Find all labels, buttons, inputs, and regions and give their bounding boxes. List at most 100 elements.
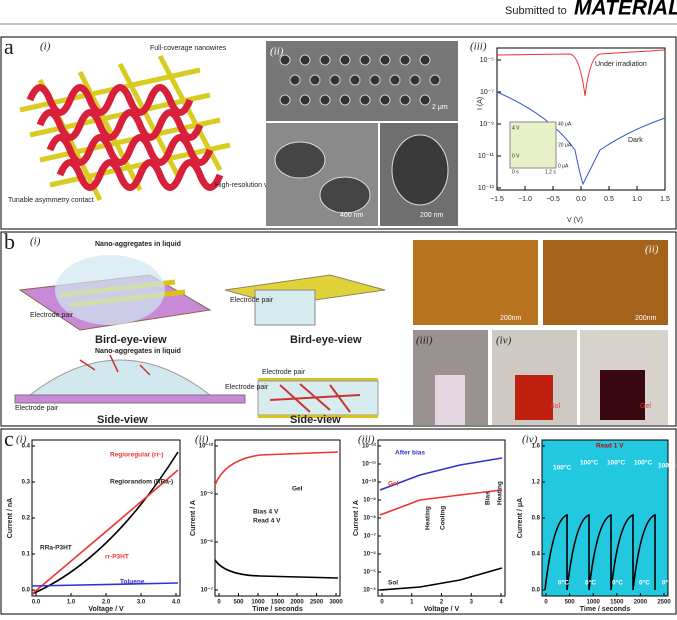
annotation: 100°C	[580, 459, 598, 467]
panel-label: a	[4, 34, 14, 59]
annotation: Cooling	[440, 506, 447, 530]
curve	[214, 559, 339, 579]
x-tick-label: −1.0	[518, 196, 532, 203]
x-tick-label: 1000	[587, 600, 601, 606]
annotation: Nano-aggregates in liquid	[95, 348, 181, 355]
y-tick-label: 10⁻⁴	[363, 588, 376, 594]
y-tick-label: 0.4	[532, 552, 541, 558]
annotation: 0°C	[662, 579, 673, 587]
x-tick-label: 2500	[310, 600, 324, 606]
x-tick-label: 2000	[634, 600, 648, 606]
y-tick-label: 10⁻⁷	[201, 588, 214, 594]
y-tick-label: 1.2	[532, 480, 541, 486]
annotation: 0°C	[585, 579, 596, 587]
y-tick-label: 0.1	[22, 552, 31, 558]
scale-bar: 2 μm	[432, 104, 448, 111]
annotation: After bias	[395, 450, 425, 457]
annotation: Read 4 V	[253, 518, 281, 525]
axis-label: Current / nA	[7, 498, 14, 538]
afm-image	[543, 240, 668, 325]
plot-frame	[496, 47, 666, 191]
photo-detail	[435, 375, 465, 425]
axis-label: Current / μA	[517, 498, 524, 538]
subpanel-label: (iii)	[416, 335, 433, 347]
journal: MATERIALS	[574, 0, 677, 20]
photo-label: Sol	[550, 403, 561, 410]
y-tick-label: 0.2	[22, 516, 31, 522]
view-label: Side-view	[97, 414, 148, 426]
annotation: 0°C	[612, 579, 623, 587]
subpanel-label: (iii)	[358, 434, 375, 446]
x-tick-label: 2000	[290, 600, 304, 606]
annotation: 0°C	[639, 579, 650, 587]
y-tick-label: 0.4	[22, 444, 31, 450]
axis-label: I (A)	[477, 97, 484, 110]
panel-b-frame	[0, 231, 677, 427]
x-tick-label: −1.5	[490, 196, 504, 203]
x-tick-label: 1500	[271, 600, 285, 606]
annotation: 100°C	[553, 464, 571, 472]
subpanel-label: (ii)	[270, 46, 284, 58]
y-tick-label: 10⁻⁸	[200, 540, 213, 546]
inset-label: 0 μA	[558, 163, 569, 169]
y-tick-label: 0.8	[532, 516, 541, 522]
curve	[31, 469, 179, 595]
view-label: Bird-eye-view	[95, 334, 167, 346]
x-tick-label: 1.0	[632, 196, 642, 203]
y-tick-label: 0.0	[532, 588, 541, 594]
inset-label: 20 μA	[558, 142, 572, 148]
x-tick-label: 0.0	[32, 600, 41, 606]
subpanel-label: (ii)	[645, 244, 659, 256]
curve	[544, 513, 656, 591]
subpanel-label: (iv)	[522, 434, 538, 446]
y-tick-label: 10⁻¹⁰	[362, 479, 377, 486]
annotation: 100°C	[607, 459, 625, 467]
axis-label: Voltage / V	[88, 606, 124, 613]
y-tick-label: 1.6	[532, 444, 541, 450]
annotation: Heating	[425, 506, 432, 530]
curve	[31, 451, 179, 595]
nanowire-illustration	[19, 54, 231, 202]
sem-images	[266, 41, 458, 226]
inset-label: 4 V	[512, 125, 520, 131]
x-tick-label: 1500	[610, 600, 624, 606]
x-tick-label: 4	[499, 600, 503, 606]
annotation: Regiorandom (RRa-)	[110, 479, 173, 486]
x-tick-label: 1.0	[67, 600, 76, 606]
axis-label: Current / A	[353, 500, 360, 536]
inset-label: 1.2 s	[545, 169, 556, 175]
annotation: 0°C	[558, 579, 569, 587]
subpanel-label: (iv)	[496, 335, 512, 347]
curve-label: Dark	[628, 137, 643, 144]
subpanel-label: (i)	[30, 236, 41, 248]
annotation: Toluene	[120, 579, 145, 586]
y-tick-label: 10⁻¹³	[478, 185, 495, 192]
subpanel-label: (iii)	[470, 41, 487, 53]
inset-label: 0 V	[512, 153, 520, 159]
y-tick-label: 10⁻⁹	[363, 498, 376, 504]
annotation: Electrode pair	[230, 297, 274, 304]
panel-a-frame	[0, 36, 677, 230]
y-tick-label: 0.3	[22, 480, 31, 486]
y-tick-label: 10⁻⁷	[480, 89, 494, 96]
plot-frame	[31, 439, 181, 597]
annotation: 100°C	[634, 459, 652, 467]
curve	[214, 451, 339, 486]
inset-label: 40 μA	[558, 121, 572, 127]
view-label: Bird-eye-view	[290, 334, 362, 346]
annotation: Electrode pair	[262, 369, 306, 376]
inset-label: 0 s	[512, 169, 519, 175]
y-tick-label: 10⁻¹²	[362, 443, 376, 450]
annotation: rr-P3HT	[105, 554, 129, 561]
curve	[31, 582, 179, 587]
x-tick-label: 3	[470, 600, 474, 606]
scale-bar: 200 nm	[420, 212, 444, 219]
y-tick-label: 10⁻⁸	[363, 516, 376, 522]
afm-image	[413, 240, 538, 325]
curve	[379, 567, 503, 591]
axis-label: Time / seconds	[252, 606, 303, 613]
scale-bar: 200nm	[500, 315, 522, 322]
view-label: Side-view	[290, 414, 341, 426]
annotation: Read 1 V	[596, 443, 624, 450]
annotation: Bias	[485, 491, 492, 505]
